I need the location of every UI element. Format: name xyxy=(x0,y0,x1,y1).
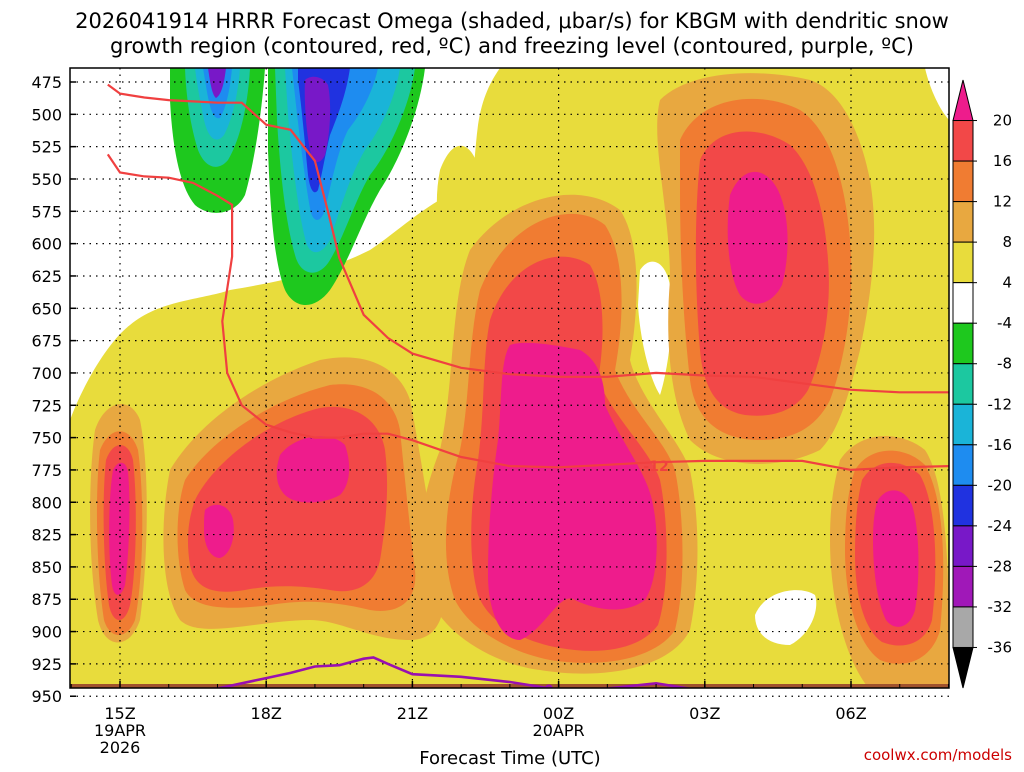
colorbar-label: -12 xyxy=(988,395,1013,413)
credit-text: coolwx.com/models xyxy=(864,746,1012,764)
shade-neg-left-purple xyxy=(208,68,226,98)
colorbar-triangle-top xyxy=(952,79,974,122)
colorbar-segment xyxy=(952,484,974,527)
colorbar-segment xyxy=(952,363,974,405)
y-tick-label: 850 xyxy=(31,558,62,577)
y-tick-label: 925 xyxy=(31,655,62,674)
y-tick-label: 675 xyxy=(31,332,62,351)
gap-white-topright xyxy=(925,68,949,120)
colorbar-label: -4 xyxy=(997,314,1012,332)
omega-shading xyxy=(70,68,949,688)
x-tick-date: 20APR xyxy=(533,721,585,740)
colorbar-label: -20 xyxy=(988,476,1013,494)
y-tick-label: 600 xyxy=(31,235,62,254)
colorbar-label: 16 xyxy=(993,152,1012,170)
contour-line-2 xyxy=(202,656,694,688)
chart-title-line2: growth region (contoured, red, ºC) and f… xyxy=(110,34,914,58)
colorbar-label: 12 xyxy=(993,193,1012,211)
colorbar-segment xyxy=(952,282,974,324)
colorbar-label: -36 xyxy=(988,638,1013,656)
y-tick-label: 825 xyxy=(31,526,62,545)
gap-white-mid xyxy=(638,261,672,395)
colorbar-label: 20 xyxy=(993,112,1012,130)
contour-label: -12 xyxy=(643,459,668,475)
y-tick-label: 525 xyxy=(31,138,62,157)
colorbar-label: -24 xyxy=(988,517,1013,535)
contour-lines: -12 0 0 xyxy=(106,83,949,705)
contour-label: 0 xyxy=(836,689,846,705)
colorbar-segment xyxy=(952,444,974,486)
colorbar-segment xyxy=(952,322,974,365)
y-tick-label: 900 xyxy=(31,623,62,642)
colorbar-label: -16 xyxy=(988,436,1013,454)
y-tick-label: 800 xyxy=(31,493,62,512)
colorbar-label: 4 xyxy=(1002,274,1012,292)
contour-label: 0 xyxy=(544,683,554,699)
x-tick-label: 15Z xyxy=(104,704,135,723)
x-tick-label: 06Z xyxy=(835,704,866,723)
y-tick-label: 500 xyxy=(31,105,62,124)
y-tick-label: 950 xyxy=(31,687,62,706)
shade-gt20-center-small xyxy=(204,504,234,558)
colorbar: 20 16 12 8 4 -4 -8 -12 -16 -20 -24 -28 -32 -36 xyxy=(952,79,1013,689)
shade-gt20-core xyxy=(488,342,657,640)
shade-neg-right-purple xyxy=(304,76,331,162)
x-tick-label: 03Z xyxy=(689,704,720,723)
contour-line-0 xyxy=(107,83,949,394)
chart-title-line1: 2026041914 HRRR Forecast Omega (shaded, … xyxy=(75,9,949,33)
colorbar-segment xyxy=(952,201,974,243)
y-axis: 475 500 525 550 575 600 625 650 675 700 725 750 775 8… xyxy=(31,73,76,706)
colorbar-triangle-bottom xyxy=(952,646,974,689)
x-tick-date: 19APR xyxy=(94,721,146,740)
shade-gt20-upper-right xyxy=(727,171,788,304)
y-tick-label: 625 xyxy=(31,267,62,286)
colorbar-segment xyxy=(952,120,974,162)
shade-gt20-left xyxy=(109,462,130,595)
y-tick-label: 750 xyxy=(31,429,62,448)
colorbar-segment xyxy=(952,403,974,446)
contour-line-1 xyxy=(106,153,949,472)
x-axis-label: Forecast Time (UTC) xyxy=(419,748,600,768)
colorbar-segment xyxy=(952,565,974,608)
x-tick-label: 21Z xyxy=(397,704,428,723)
x-tick-label: 18Z xyxy=(251,704,282,723)
shade-gt20-lower-right xyxy=(873,490,919,627)
colorbar-segment xyxy=(952,525,974,567)
colorbar-segment xyxy=(952,606,974,648)
colorbar-label: 8 xyxy=(1002,233,1012,251)
colorbar-segment xyxy=(952,160,974,203)
y-tick-label: 650 xyxy=(31,299,62,318)
colorbar-segment xyxy=(952,241,974,284)
colorbar-label: -8 xyxy=(997,355,1012,373)
y-tick-label: 475 xyxy=(31,73,62,92)
y-tick-label: 725 xyxy=(31,396,62,415)
colorbar-label: -28 xyxy=(988,557,1013,575)
y-tick-label: 875 xyxy=(31,590,62,609)
y-tick-label: 575 xyxy=(31,202,62,221)
y-tick-label: 550 xyxy=(31,170,62,189)
y-tick-label: 775 xyxy=(31,461,62,480)
y-tick-label: 700 xyxy=(31,364,62,383)
colorbar-label: -32 xyxy=(988,598,1013,616)
gap-white-lower xyxy=(755,590,817,645)
x-tick-label: 00Z xyxy=(543,704,574,723)
shade-gt20-center xyxy=(276,436,350,503)
x-tick-year: 2026 xyxy=(100,738,141,757)
